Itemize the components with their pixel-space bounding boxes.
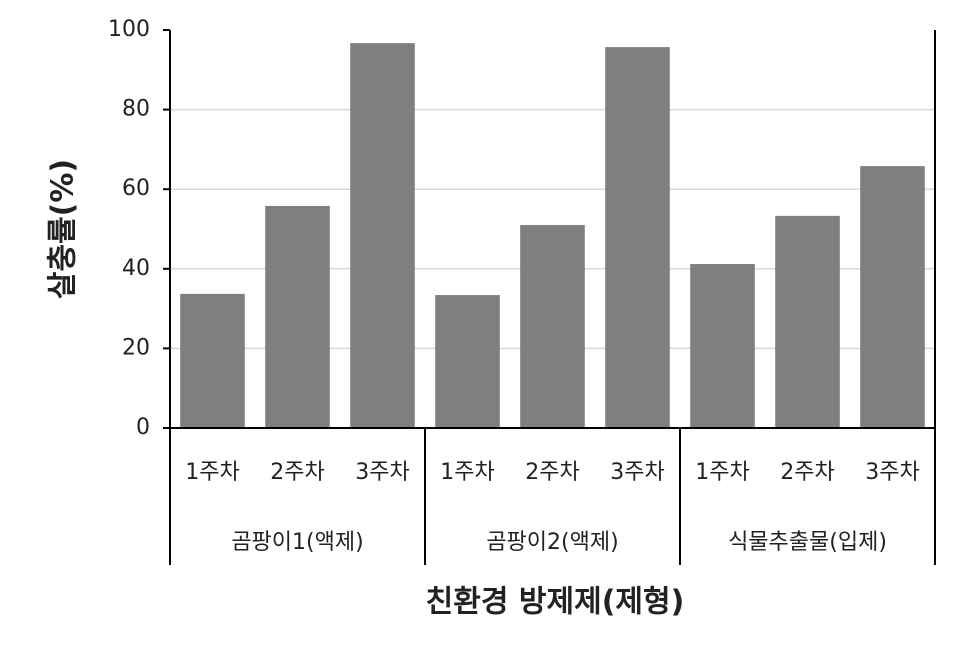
x-tick-label: 2주차 bbox=[270, 460, 324, 485]
y-tick-label: 20 bbox=[122, 335, 150, 360]
y-tick-label: 40 bbox=[122, 256, 150, 281]
bar bbox=[180, 293, 245, 428]
x-tick-label: 1주차 bbox=[695, 460, 749, 485]
y-tick-label: 100 bbox=[108, 17, 150, 42]
bar bbox=[775, 215, 840, 428]
bar bbox=[520, 225, 585, 428]
x-axis-title: 친환경 방제제(제형) bbox=[426, 585, 685, 620]
x-tick-label: 1주차 bbox=[185, 460, 239, 485]
bar bbox=[605, 47, 670, 428]
y-tick-label: 80 bbox=[122, 97, 150, 122]
bar bbox=[860, 166, 925, 428]
bar bbox=[265, 205, 330, 428]
x-tick-label: 1주차 bbox=[440, 460, 494, 485]
group-label: 곰팡이1(액제) bbox=[231, 530, 363, 555]
group-label: 식물추출물(입제) bbox=[728, 530, 887, 555]
y-tick-label: 60 bbox=[122, 176, 150, 201]
y-axis-title: 살충률(%) bbox=[46, 159, 81, 299]
x-tick-label: 3주차 bbox=[355, 460, 409, 485]
bar bbox=[350, 43, 415, 428]
bar bbox=[690, 264, 755, 428]
x-tick-label: 3주차 bbox=[865, 460, 919, 485]
y-tick-label: 0 bbox=[136, 415, 150, 440]
x-tick-label: 3주차 bbox=[610, 460, 664, 485]
group-label: 곰팡이2(액제) bbox=[486, 530, 618, 555]
x-tick-label: 2주차 bbox=[525, 460, 579, 485]
x-tick-label: 2주차 bbox=[780, 460, 834, 485]
bar bbox=[435, 295, 500, 428]
